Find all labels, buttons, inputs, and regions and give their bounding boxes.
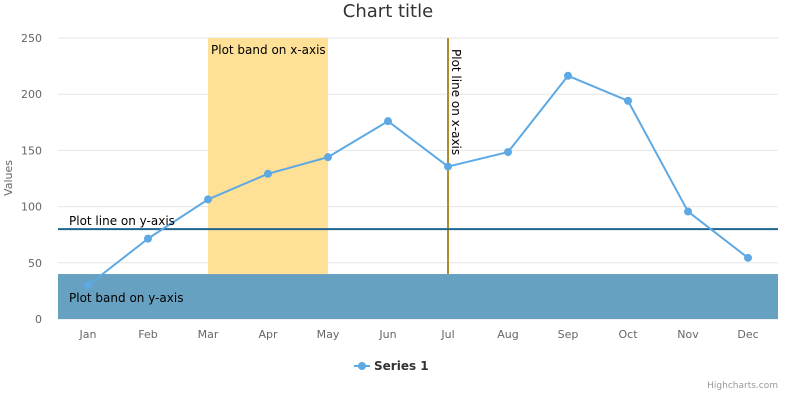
data-point — [564, 71, 572, 80]
credits-link[interactable]: Highcharts.com — [707, 381, 778, 391]
plot-band-y — [58, 274, 778, 319]
plot-band-y-label: Plot band on y-axis — [69, 291, 183, 305]
chart-title: Chart title — [343, 1, 433, 22]
data-point — [204, 195, 212, 204]
x-tick-label: Apr — [258, 328, 278, 341]
data-point — [504, 148, 512, 157]
plot-line-x-label: Plot line on x-axis — [449, 49, 463, 155]
x-tick-label: Oct — [618, 328, 638, 341]
x-tick-label: Mar — [198, 328, 219, 341]
data-point — [744, 253, 752, 262]
data-point — [624, 96, 632, 105]
legend-label: Series 1 — [374, 359, 429, 373]
x-tick-label: Sep — [558, 328, 579, 341]
series-layer — [84, 71, 752, 290]
x-tick-label: Feb — [138, 328, 157, 341]
data-point — [384, 117, 392, 126]
data-point — [684, 207, 692, 216]
legend[interactable]: Series 1 — [354, 359, 429, 373]
plot-bands — [58, 38, 778, 319]
x-axis-ticks: Jan Feb Mar Apr May Jun Jul Aug Sep Oct Nov Dec — [79, 328, 759, 341]
x-tick-label: Dec — [737, 328, 758, 341]
y-tick-label: 250 — [21, 32, 42, 45]
y-axis-ticks: 0 50 100 150 200 250 — [21, 32, 42, 326]
y-tick-label: 50 — [28, 257, 42, 270]
x-tick-label: Nov — [677, 328, 699, 341]
x-tick-label: Jun — [378, 328, 396, 341]
data-point — [84, 281, 92, 290]
x-tick-label: May — [317, 328, 340, 341]
x-tick-label: Jan — [79, 328, 97, 341]
data-point — [324, 153, 332, 162]
plot-band-labels: Plot band on x-axis Plot line on x-axis Pl… — [69, 43, 463, 305]
data-point — [264, 169, 272, 178]
y-tick-label: 0 — [35, 313, 42, 326]
plot-band-x-label: Plot band on x-axis — [211, 43, 326, 57]
data-point — [144, 234, 152, 243]
y-tick-label: 200 — [21, 88, 42, 101]
data-point — [444, 162, 452, 171]
y-axis-title: Values — [2, 160, 15, 196]
series-line — [87, 74, 749, 287]
plot-band-x — [208, 38, 328, 275]
x-tick-label: Aug — [497, 328, 518, 341]
x-tick-label: Jul — [440, 328, 454, 341]
y-tick-label: 150 — [21, 144, 42, 157]
y-tick-label: 100 — [21, 201, 42, 214]
legend-marker-icon — [358, 362, 366, 370]
plot-line-y-label: Plot line on y-axis — [69, 214, 175, 228]
